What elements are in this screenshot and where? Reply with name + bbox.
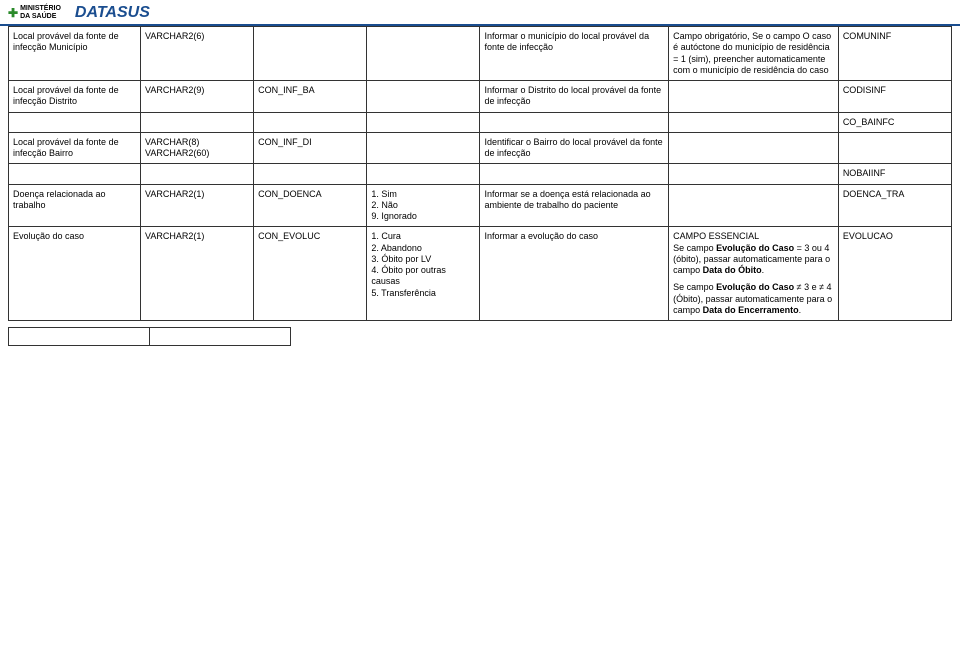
table-row: NOBAIINF: [9, 164, 952, 184]
note-cell: Campo obrigatório, Se o campo O caso é a…: [669, 27, 839, 81]
option-item: 2. Não: [371, 200, 475, 211]
code-cell: CON_DOENCA: [254, 184, 367, 227]
option-item: 3. Óbito por LV: [371, 254, 475, 265]
variable-cell: NOBAIINF: [838, 164, 951, 184]
field-cell: Doença relacionada ao trabalho: [9, 184, 141, 227]
option-item: 2. Abandono: [371, 243, 475, 254]
note-cell: [669, 132, 839, 164]
ministerio-label: MINISTÉRIO DA SAÚDE: [20, 5, 61, 21]
logo-area: ✚ MINISTÉRIO DA SAÚDE: [8, 5, 61, 21]
ministerio-line1: MINISTÉRIO: [20, 5, 61, 13]
type-cell: [141, 164, 254, 184]
footer-empty-table: [8, 327, 291, 346]
note-cell: [669, 184, 839, 227]
option-item: 1. Cura: [371, 231, 475, 242]
description-cell: Informar o Distrito do local provável da…: [480, 81, 669, 113]
description-cell: Informar o município do local provável d…: [480, 27, 669, 81]
code-cell: CON_INF_BA: [254, 81, 367, 113]
field-cell: Local provável da fonte de infecção Dist…: [9, 81, 141, 113]
note-essential: CAMPO ESSENCIAL: [673, 231, 834, 242]
type-cell: [141, 112, 254, 132]
type-cell: VARCHAR2(1): [141, 227, 254, 321]
page-header: ✚ MINISTÉRIO DA SAÚDE DATASUS: [0, 0, 960, 26]
note-paragraph: Se campo Evolução do Caso = 3 ou 4 (óbit…: [673, 243, 834, 277]
option-item: 4. Óbito por outras causas: [371, 265, 475, 288]
variable-cell: CODISINF: [838, 81, 951, 113]
note-cell: [669, 81, 839, 113]
description-cell: [480, 112, 669, 132]
table-row: Evolução do casoVARCHAR2(1)CON_EVOLUC1. …: [9, 227, 952, 321]
table-row: Local provável da fonte de infecção Bair…: [9, 132, 952, 164]
option-item: 1. Sim: [371, 189, 475, 200]
options-cell: [367, 27, 480, 81]
options-cell: [367, 132, 480, 164]
field-cell: Evolução do caso: [9, 227, 141, 321]
code-cell: [254, 164, 367, 184]
options-cell: [367, 112, 480, 132]
table-row: Local provável da fonte de infecção Dist…: [9, 81, 952, 113]
plus-icon: ✚: [8, 6, 18, 20]
code-cell: [254, 112, 367, 132]
table-row: CO_BAINFC: [9, 112, 952, 132]
description-cell: [480, 164, 669, 184]
options-cell: [367, 81, 480, 113]
note-cell: CAMPO ESSENCIALSe campo Evolução do Caso…: [669, 227, 839, 321]
type-cell: VARCHAR2(1): [141, 184, 254, 227]
options-cell: 1. Cura2. Abandono3. Óbito por LV4. Óbit…: [367, 227, 480, 321]
variable-cell: COMUNINF: [838, 27, 951, 81]
content-area: Local provável da fonte de infecção Muni…: [0, 26, 960, 346]
code-cell: CON_EVOLUC: [254, 227, 367, 321]
field-cell: [9, 112, 141, 132]
option-item: 5. Transferência: [371, 288, 475, 299]
empty-cell: [9, 328, 150, 346]
variable-cell: [838, 132, 951, 164]
description-cell: Identificar o Bairro do local provável d…: [480, 132, 669, 164]
main-table: Local provável da fonte de infecção Muni…: [8, 26, 952, 321]
datasus-title: DATASUS: [75, 4, 150, 22]
type-cell: VARCHAR2(9): [141, 81, 254, 113]
field-cell: Local provável da fonte de infecção Muni…: [9, 27, 141, 81]
code-cell: CON_INF_DI: [254, 132, 367, 164]
table-row: Local provável da fonte de infecção Muni…: [9, 27, 952, 81]
code-cell: [254, 27, 367, 81]
note-paragraph: Se campo Evolução do Caso ≠ 3 e ≠ 4 (Óbi…: [673, 282, 834, 316]
options-cell: [367, 164, 480, 184]
variable-cell: EVOLUCAO: [838, 227, 951, 321]
table-row: Doença relacionada ao trabalhoVARCHAR2(1…: [9, 184, 952, 227]
options-cell: 1. Sim2. Não9. Ignorado: [367, 184, 480, 227]
note-cell: [669, 112, 839, 132]
variable-cell: CO_BAINFC: [838, 112, 951, 132]
field-cell: Local provável da fonte de infecção Bair…: [9, 132, 141, 164]
ministerio-line2: DA SAÚDE: [20, 13, 61, 21]
type-cell: VARCHAR(8) VARCHAR2(60): [141, 132, 254, 164]
description-cell: Informar se a doença está relacionada ao…: [480, 184, 669, 227]
option-item: 9. Ignorado: [371, 211, 475, 222]
description-cell: Informar a evolução do caso: [480, 227, 669, 321]
variable-cell: DOENCA_TRA: [838, 184, 951, 227]
empty-cell: [150, 328, 291, 346]
field-cell: [9, 164, 141, 184]
type-cell: VARCHAR2(6): [141, 27, 254, 81]
note-cell: [669, 164, 839, 184]
